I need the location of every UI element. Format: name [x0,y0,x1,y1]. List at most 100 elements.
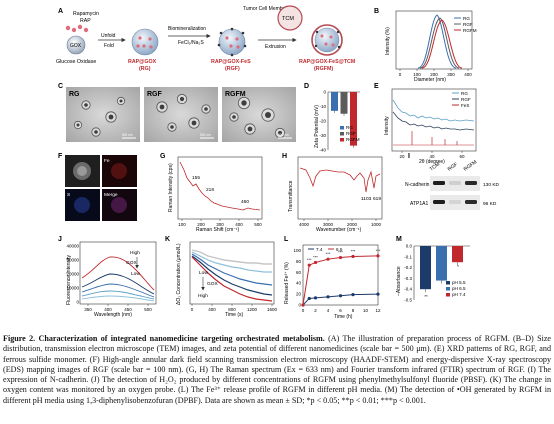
g-peak-155: 155 [192,175,200,181]
l-x-tick-label: 12 [375,308,381,313]
j-tick-label: 350 [84,307,92,312]
h-tick-label: 1000 [371,222,382,227]
l-significance: *** [313,254,318,259]
h-tick-label: 4000 [299,222,310,227]
d-tick-label: -20 [319,119,326,124]
panel-c: C RG 500 nm RGF 500 nm RGFM 500 nm [58,83,296,142]
panel-letter: J [58,236,62,243]
m-legend-swatch [446,287,450,291]
panel-a: A Rapamycin RAP Unfold Fold GOX Glucose … [56,5,356,72]
j-xlabel: Wavelength (nm) [94,312,132,318]
haadf-image [65,155,100,187]
j-low-label: Low [131,271,140,277]
panel-letter: E [374,83,379,90]
caption-body: (A) The illustration of preparation proc… [3,334,552,405]
l-significance: *** [326,251,331,256]
rgfm-name: RAP@GOX-FeS@TCM [299,59,356,65]
h-xlabel: Wavenumber (cm⁻¹) [316,227,362,233]
panel-m: M −Absorbance 0.0-0.1-0.2-0.3-0.4-0.5***… [396,236,470,303]
d-legend-label: RGFM [346,137,360,142]
d-tick-label: -30 [319,133,326,138]
g-peak-460: 460 [241,199,249,205]
blot-row-ncadherin: N-cadherin [405,182,430,188]
gox-icon: GOX [66,35,86,55]
panel-h: H Transmittance Wavenumber (cm⁻¹) 4000 30… [282,153,383,233]
b-tick-label: 300 [447,72,455,77]
l-x-tick-label: 2 [314,308,317,313]
l-data-point [313,296,318,300]
l-x-tick-label: 8 [352,308,355,313]
m-tick-label: -0.3 [404,276,412,281]
m-bar [420,246,431,290]
panel-k: K ΔO₂ Concentration (μmol/L) Time (s) 0 4… [165,236,278,318]
scale-bar-label: 500 nm [122,133,133,137]
m-ylabel: −Absorbance [396,266,402,296]
m-significance: * [457,264,459,269]
g-tick-label: 100 [178,222,186,227]
l-significance: *** [307,257,312,262]
l-x-tick-label: 10 [363,308,369,313]
e-tick-label: 20 [399,154,405,159]
glucose-oxidase-label: Glucose Oxidase [56,59,96,65]
panel-letter: I [408,153,410,160]
l-data-point [351,254,355,259]
k-tick-label: 1200 [247,307,258,312]
blot-row-atp1a1: ATP1A1 [410,201,428,207]
lane-label: TCM [429,162,441,173]
m-legend-label: pH 6.5 [452,286,466,291]
h-tick-label: 2000 [347,222,358,227]
panel-letter: A [58,8,63,15]
rgf-abbr: (RGF) [225,66,240,72]
rg-nanoparticle-icon [131,28,159,56]
caption-lead: Figure 2. Characterization of integrated… [3,334,325,343]
scale-bar-label: 500 nm [200,133,211,137]
l-data-point [307,263,311,267]
b-tick-label: 100 [413,72,421,77]
d-bar [340,92,348,114]
svg-text:S: S [67,192,70,198]
k-ylabel: ΔO₂ Concentration (μmol/L) [176,243,182,305]
panel-letter: C [58,83,63,90]
m-bar [452,246,463,263]
rap-molecules-icon [65,24,89,33]
j-yticks: 40000 30000 20000 10000 0 [66,244,79,305]
j-tick-label: 0 [76,300,79,305]
panel-letter: L [284,236,289,243]
m-legend-swatch [446,293,450,297]
panel-d: D Zeta Potential (mV) 0-10-20-30-40RGRGF… [304,83,360,153]
m-bar-chart: 0.0-0.1-0.2-0.3-0.4-0.5***pH 5.5pH 6.5pH… [404,244,470,303]
tem-images: RG 500 nm RGF 500 nm RGFM 500 nm [66,87,296,142]
b-xticks: 0 100 200 300 400 [399,69,472,77]
panel-b: B Intensity (%) Diameter (nm) 0 100 200 300… [374,8,477,83]
panel-letter: F [58,153,63,160]
fold-label: Fold [104,43,114,49]
l-data-point [301,303,305,307]
s-map-image: S [65,189,100,221]
svg-text:TCM: TCM [282,16,294,22]
nanoparticle-core [277,130,283,136]
g-peak-218: 218 [206,187,214,193]
m-tick-label: -0.4 [404,287,412,292]
e-legend-label: RG [461,91,468,96]
nanoparticle-core [179,96,185,102]
l-y-tick-label: 0 [298,303,301,308]
e-tick-label: 40 [429,154,435,159]
rg-name: RAP@GOX [128,59,157,65]
merge-map-image: Merge [102,189,137,221]
k-tick-label: 800 [228,307,236,312]
figure-caption: Figure 2. Characterization of integrated… [3,334,551,406]
b-legend-label: RGFM [463,28,477,33]
e-legend-label: FeS [461,103,469,108]
d-tick-label: -40 [319,148,326,153]
l-data-point [338,255,343,260]
l-y-tick-label: 100 [293,248,301,253]
svg-text:Fe: Fe [104,158,110,164]
d-bar [331,92,338,111]
panel-f: F Fe S Merge [58,153,137,221]
l-data-point [307,296,311,301]
b-xlabel: Diameter (nm) [414,77,446,83]
kd-label: 130 KD [483,182,500,188]
k-gox-label: GOX [207,281,218,287]
j-gox-label: GOX [126,260,137,266]
